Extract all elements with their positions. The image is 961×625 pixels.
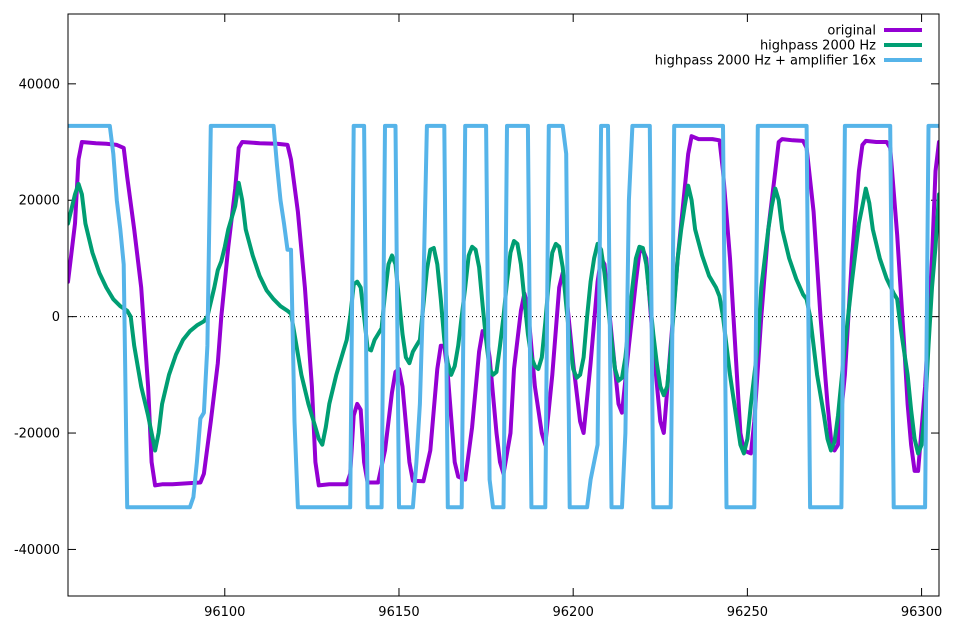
series-lines [68,123,939,510]
series-line-3 [68,123,939,510]
y-tick-label: 40000 [19,77,60,92]
x-tick-label: 96100 [204,605,245,620]
plot-frame [67,13,940,597]
legend-label: original [827,24,876,39]
y-tick-label: 0 [52,310,60,325]
y-tick-label: -20000 [14,427,60,442]
axis-ticks: 96100 96150 96200 96250 96300 40000 20000 0 -200… [14,14,942,620]
y-tick-label: 20000 [19,194,60,209]
x-tick-label: 96250 [727,605,768,620]
x-tick-label: 96150 [378,605,419,620]
y-tick-label: -40000 [14,543,60,558]
x-tick-label: 96200 [553,605,594,620]
legend-label: highpass 2000 Hz [760,39,876,54]
legend-label: highpass 2000 Hz + amplifier 16x [655,54,877,69]
x-tick-label: 96300 [901,605,942,620]
series-line-2 [68,180,939,456]
